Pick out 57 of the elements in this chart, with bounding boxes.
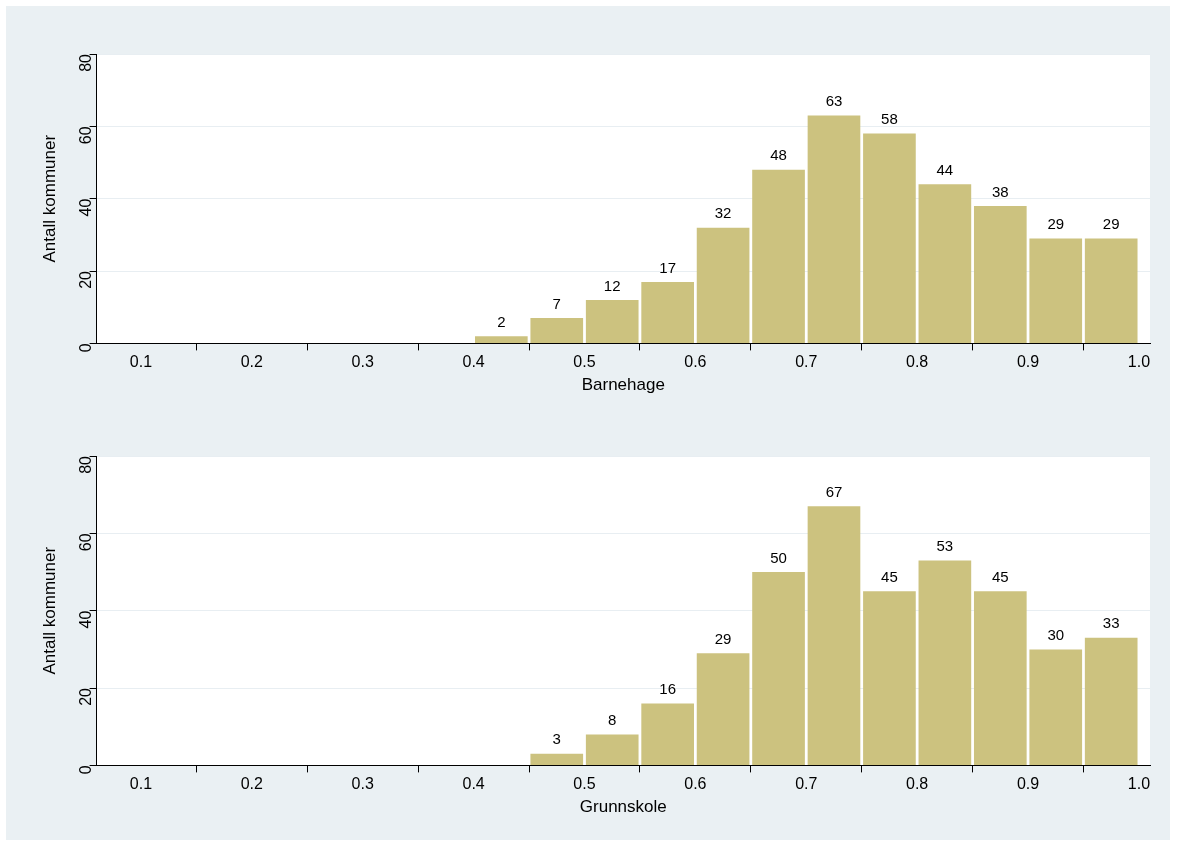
x-tick-label: 0.3	[351, 353, 374, 371]
data-label: 50	[770, 548, 787, 566]
x-tick-label: 0.9	[1016, 353, 1040, 371]
y-tick-label: 20	[77, 687, 95, 706]
data-label: 63	[825, 92, 843, 110]
x-tick-label: 0.5	[573, 353, 596, 371]
y-tick-label: 0	[77, 765, 95, 775]
x-axis-title: Barnehage	[581, 375, 665, 395]
x-tick-label: 0.4	[462, 775, 485, 793]
data-label: 45	[881, 568, 898, 585]
data-label: 2	[497, 312, 506, 330]
data-label: 48	[770, 146, 787, 164]
x-tick-label: 0.1	[129, 775, 153, 793]
data-label: 45	[991, 568, 1009, 585]
x-tick-label: 0.5	[573, 775, 596, 793]
data-label: 29	[714, 629, 732, 647]
data-label: 38	[991, 182, 1009, 200]
data-label: 29	[1102, 215, 1120, 233]
data-label: 32	[714, 204, 732, 222]
x-tick-label: 0.7	[795, 775, 818, 793]
x-axis-title: Grunnskole	[579, 797, 667, 817]
x-tick-label: 0.2	[240, 775, 264, 793]
x-tick-label: 0.4	[462, 353, 485, 371]
data-label: 8	[608, 711, 617, 729]
x-tick-label: 1.0	[1127, 353, 1151, 371]
x-tick-label: 0.8	[906, 775, 929, 793]
x-tick-label: 0.6	[684, 775, 707, 793]
y-tick-label: 80	[77, 455, 95, 474]
data-label: 30	[1047, 626, 1065, 644]
data-label: 44	[936, 160, 954, 178]
data-label: 58	[881, 110, 898, 128]
x-tick-label: 0.2	[240, 353, 264, 371]
x-tick-label: 0.7	[795, 353, 818, 371]
data-label: 3	[552, 730, 561, 748]
x-tick-label: 0.9	[1016, 775, 1040, 793]
data-label: 29	[1047, 215, 1065, 233]
y-tick-label: 40	[77, 610, 95, 629]
data-label: 16	[659, 680, 676, 698]
data-label: 67	[825, 482, 843, 500]
y-tick-label: 60	[77, 126, 95, 145]
x-tick-label: 0.6	[684, 353, 707, 371]
y-tick-label: 40	[77, 198, 95, 217]
x-tick-label: 0.1	[129, 353, 153, 371]
y-tick-label: 20	[77, 270, 95, 289]
y-axis-title: Antall kommuner	[39, 134, 59, 263]
y-tick-label: 0	[77, 343, 95, 353]
data-label: 33	[1102, 614, 1120, 632]
data-label: 7	[552, 294, 561, 312]
data-label: 53	[936, 537, 954, 555]
data-label: 17	[659, 258, 676, 276]
y-axis-title: Antall kommuner	[39, 546, 59, 675]
y-tick-label: 80	[77, 53, 95, 72]
data-label: 12	[603, 276, 621, 294]
x-tick-label: 1.0	[1127, 775, 1151, 793]
x-tick-label: 0.8	[906, 353, 929, 371]
y-tick-label: 60	[77, 533, 95, 552]
x-tick-label: 0.3	[351, 775, 374, 793]
